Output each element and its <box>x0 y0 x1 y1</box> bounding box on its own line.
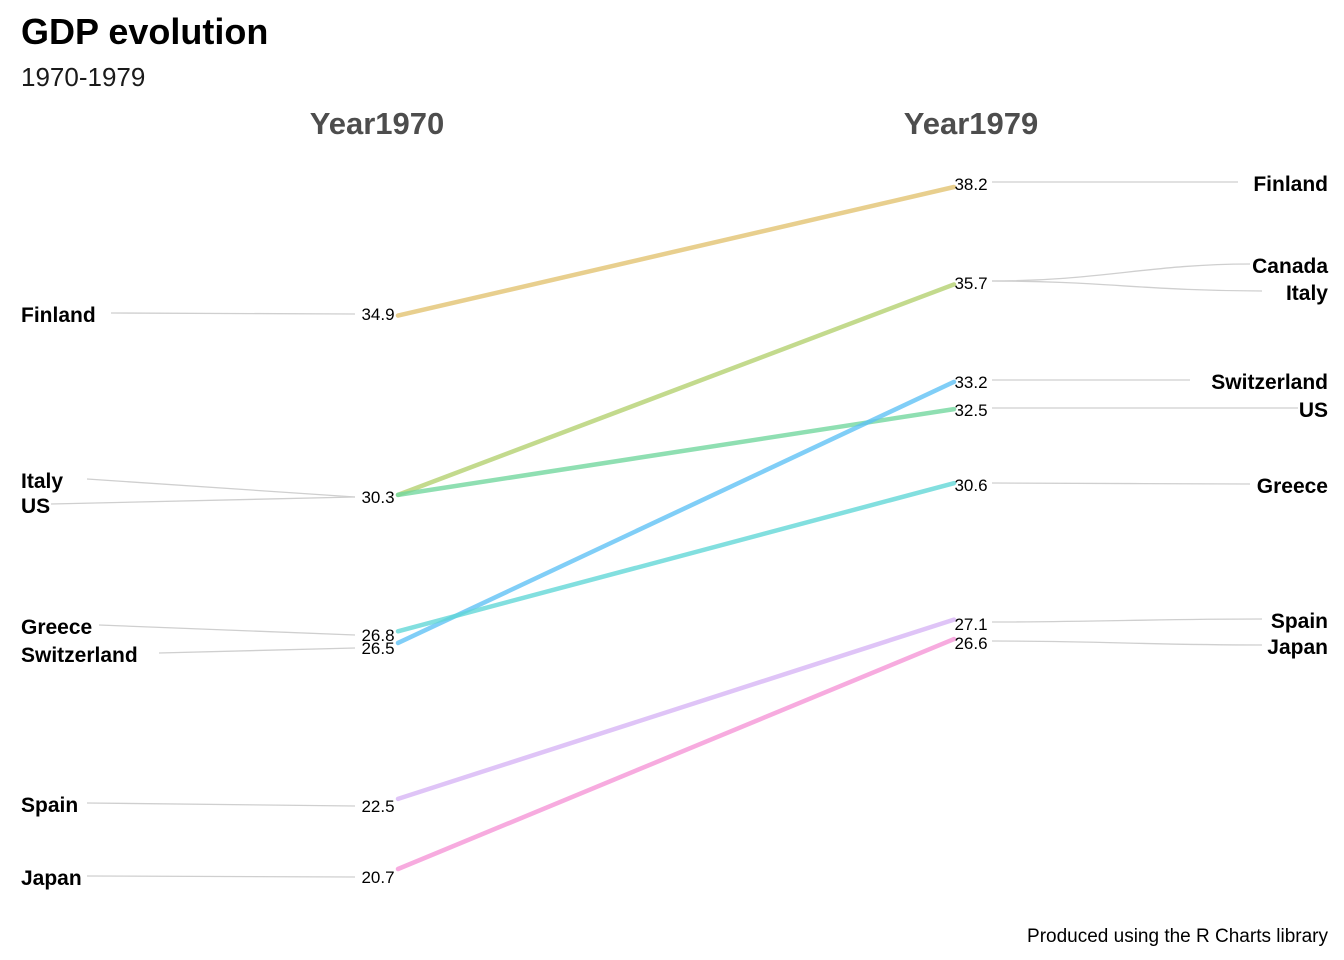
country-label-left-spain: Spain <box>21 794 78 817</box>
slope-line-spain <box>395 617 957 802</box>
slope-line-italy <box>395 282 957 498</box>
column-header-start: Year1970 <box>310 106 444 141</box>
value-label-1970-26-5: 26.5 <box>361 639 394 658</box>
country-label-left-japan: Japan <box>21 867 82 890</box>
country-label-left-italy: Italy <box>21 470 63 493</box>
leader-left-spain <box>86 802 356 807</box>
value-label-1979-30-6: 30.6 <box>954 476 987 495</box>
slope-line-finland <box>395 184 957 318</box>
leader-lines <box>50 181 1298 878</box>
country-label-left-greece: Greece <box>21 616 92 639</box>
country-labels: CanadaFinlandFinlandItalyItalyUSUSSwitze… <box>21 173 1328 890</box>
value-label-1979-27-1: 27.1 <box>954 615 987 634</box>
value-label-1970-26-8: 26.8 <box>361 626 394 645</box>
country-label-left-us: US <box>21 495 50 518</box>
leader-left-us <box>50 496 356 505</box>
leader-right-japan <box>991 640 1263 646</box>
leader-left-finland <box>110 312 356 315</box>
leader-right-spain <box>991 618 1263 623</box>
country-label-right-switzerland: Switzerland <box>1211 371 1328 394</box>
slope-lines <box>395 184 957 872</box>
country-label-right-finland: Finland <box>1253 173 1328 196</box>
chart-title: GDP evolution <box>21 11 268 52</box>
slope-line-greece <box>395 480 957 634</box>
value-label-1979-32-5: 32.5 <box>954 401 987 420</box>
leader-right-canada <box>991 263 1251 282</box>
value-label-1970-20-7: 20.7 <box>361 868 394 887</box>
country-label-right-us: US <box>1299 399 1328 422</box>
country-label-right-greece: Greece <box>1257 475 1328 498</box>
country-label-left-finland: Finland <box>21 304 96 327</box>
value-label-1970-30-3: 30.3 <box>361 488 394 507</box>
value-label-1979-35-7: 35.7 <box>954 274 987 293</box>
value-label-1970-22-5: 22.5 <box>361 797 394 816</box>
value-label-1979-38-2: 38.2 <box>954 175 987 194</box>
chart-caption: Produced using the R Charts library <box>1027 926 1328 947</box>
value-label-1979-26-6: 26.6 <box>954 634 987 653</box>
country-label-right-canada: Canada <box>1252 255 1328 278</box>
country-label-left-switzerland: Switzerland <box>21 644 138 667</box>
value-labels: 34.9 30.3 26.826.5 22.5 20.7 38.2 35.7 33.2 32.5… <box>361 175 987 887</box>
leader-left-greece <box>98 624 356 636</box>
value-label-1970-34-9: 34.9 <box>361 305 394 324</box>
leader-right-italy <box>991 280 1263 292</box>
leader-right-greece <box>991 482 1251 485</box>
leader-left-switzerland <box>158 647 356 654</box>
country-label-right-spain: Spain <box>1271 610 1328 633</box>
country-label-right-italy: Italy <box>1286 282 1328 305</box>
slope-line-switzerland <box>395 379 957 646</box>
leader-left-japan <box>86 875 356 878</box>
value-label-1979-33-2: 33.2 <box>954 373 987 392</box>
column-header-end: Year1979 <box>904 106 1038 141</box>
slope-line-japan <box>395 636 957 872</box>
chart-subtitle: 1970-1979 <box>21 62 145 92</box>
leader-left-italy <box>86 478 356 498</box>
country-label-right-japan: Japan <box>1267 636 1328 659</box>
